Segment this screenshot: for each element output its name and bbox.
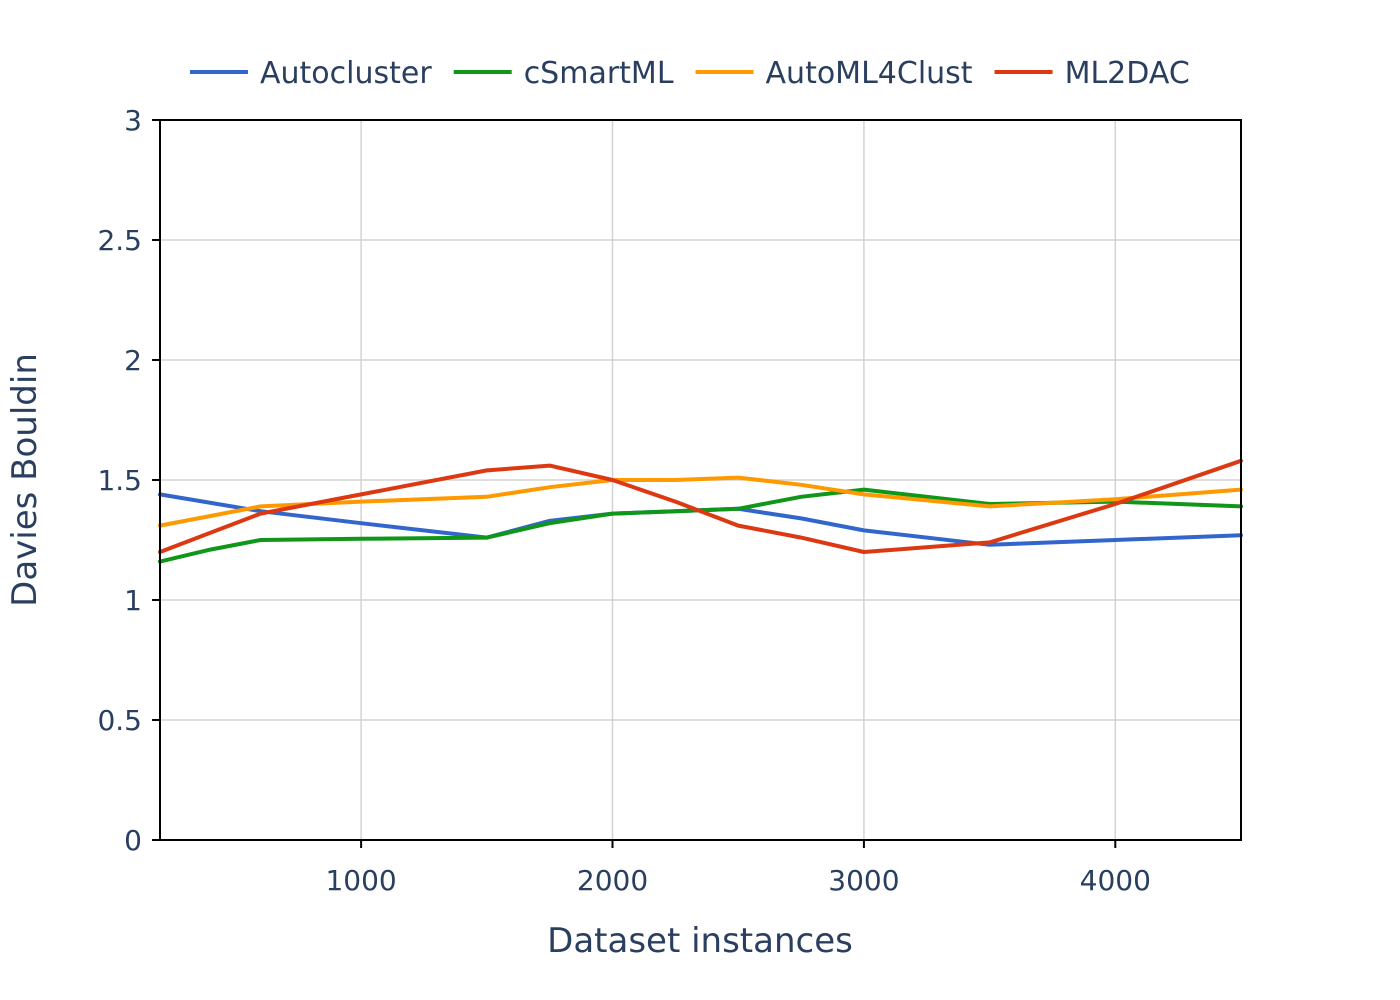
x-axis: 1000 2000 3000 4000 bbox=[325, 840, 1151, 897]
x-tick-label: 1000 bbox=[325, 864, 396, 897]
x-tick-label: 4000 bbox=[1080, 864, 1151, 897]
series-line-ml2dac bbox=[158, 458, 1243, 554]
legend-label: cSmartML bbox=[524, 56, 674, 91]
series-group bbox=[158, 458, 1243, 564]
series-line-automl4clust bbox=[158, 475, 1243, 528]
y-tick-label: 2 bbox=[124, 344, 142, 377]
x-axis-title: Dataset instances bbox=[547, 921, 853, 961]
legend-item-autocluster: Autocluster bbox=[190, 56, 432, 91]
y-tick-label: 1 bbox=[124, 584, 142, 617]
legend-item-csmartml: cSmartML bbox=[453, 56, 674, 91]
y-tick-label: 1.5 bbox=[97, 464, 142, 497]
series-line-csmartml bbox=[158, 487, 1243, 564]
y-tick-label: 2.5 bbox=[97, 224, 142, 257]
legend: Autocluster cSmartML AutoML4Clust ML2DAC bbox=[190, 56, 1190, 91]
legend-label: Autocluster bbox=[260, 56, 432, 91]
x-tick-label: 3000 bbox=[828, 864, 899, 897]
y-tick-label: 3 bbox=[124, 104, 142, 137]
grid bbox=[160, 120, 1241, 840]
y-tick-label: 0.5 bbox=[97, 704, 142, 737]
legend-label: ML2DAC bbox=[1065, 56, 1190, 91]
legend-label: AutoML4Clust bbox=[766, 56, 973, 91]
y-axis: 0 0.5 1 1.5 2 2.5 3 bbox=[97, 104, 160, 857]
y-axis-title: Davies Bouldin bbox=[5, 353, 45, 607]
legend-item-automl4clust: AutoML4Clust bbox=[695, 56, 973, 91]
legend-item-ml2dac: ML2DAC bbox=[994, 56, 1190, 91]
y-tick-label: 0 bbox=[124, 824, 142, 857]
x-tick-label: 2000 bbox=[577, 864, 648, 897]
